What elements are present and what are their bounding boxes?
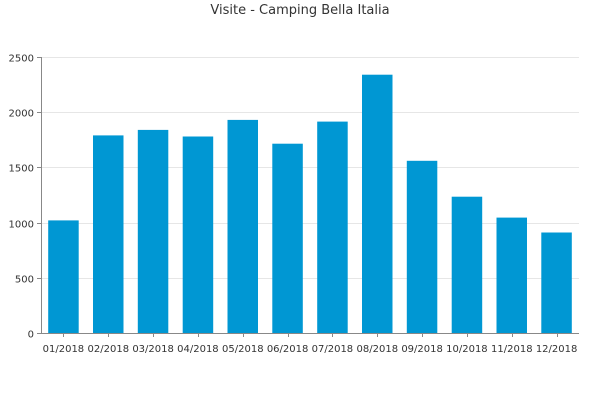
x-tick-label: 05/2018 [222, 344, 264, 355]
tick-labels: 0 500 1000 1500 2000 2500 01/2018 02/2018 03/201… [9, 54, 578, 356]
bar-09/2018 [406, 160, 438, 333]
x-tick-label: 02/2018 [88, 344, 130, 355]
bar-02/2018 [93, 135, 124, 333]
bar-12/2018 [541, 232, 572, 333]
bar-07/2018 [317, 121, 348, 333]
x-tick-label: 12/2018 [536, 344, 578, 355]
x-tick-label: 01/2018 [43, 344, 85, 355]
axes [37, 57, 579, 337]
x-tick-label: 06/2018 [267, 344, 309, 355]
bar-10/2018 [451, 196, 483, 333]
x-tick-label: 09/2018 [401, 344, 443, 355]
y-tick-label: 0 [28, 330, 34, 341]
x-tick-label: 10/2018 [446, 344, 488, 355]
y-tick-label: 1500 [9, 164, 34, 175]
y-tick-label: 1000 [9, 220, 34, 231]
bar-03/2018 [137, 129, 169, 333]
bar-06/2018 [272, 143, 303, 333]
x-tick-label: 08/2018 [357, 344, 399, 355]
x-tick-label: 07/2018 [312, 344, 354, 355]
chart-title: Visite - Camping Bella Italia [210, 3, 390, 18]
y-tick-label: 2000 [9, 109, 34, 120]
bar-01/2018 [48, 220, 79, 333]
bar-04/2018 [182, 136, 214, 333]
bar-11/2018 [496, 217, 527, 333]
grid-lines [41, 57, 579, 279]
bar-08/2018 [362, 74, 393, 333]
y-tick-label: 500 [15, 275, 34, 286]
x-tick-label: 11/2018 [491, 344, 533, 355]
y-tick-label: 2500 [9, 54, 34, 65]
bar-05/2018 [227, 119, 258, 334]
x-tick-label: 03/2018 [132, 344, 174, 355]
bars [48, 74, 572, 334]
x-tick-label: 04/2018 [177, 344, 219, 355]
